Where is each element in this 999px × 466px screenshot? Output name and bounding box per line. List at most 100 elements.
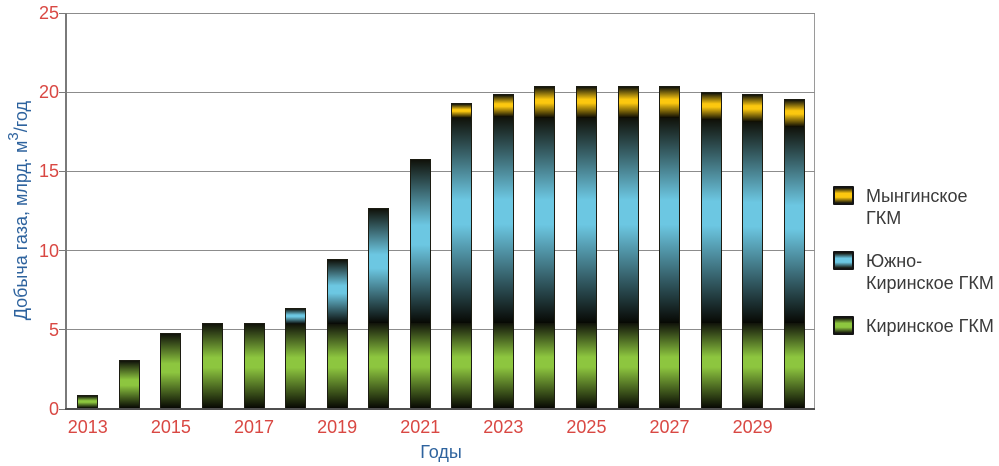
bar-segment-2029 [743,95,763,122]
gridline-y-20 [67,91,815,93]
y-tick-mark-5 [59,329,65,331]
bar-2024 [534,86,556,409]
bar-2019 [326,259,348,409]
y-tick-label-15: 15 [38,161,59,182]
legend-label: Киринское ГКМ [866,316,994,336]
bar-segment-2013 [78,396,98,408]
bar-segment-2023 [493,117,513,324]
bar-2028 [700,92,722,409]
bar-segment-2014 [119,361,139,408]
bar-segment-2019 [327,260,347,324]
y-axis-line [65,13,67,409]
bar-segment-2028 [701,93,721,120]
bar-segment-2023 [493,95,513,118]
legend: Мынгинское ГКМ Южно-Киринское ГКМ Киринс… [833,185,997,358]
bar-segment-2022 [452,104,472,119]
bar-segment-2018 [286,309,306,325]
x-tick-label-2013: 2013 [67,417,108,437]
bar-segment-2023 [493,323,513,408]
y-tick-mark-20 [59,91,65,93]
bar-segment-2029 [743,323,763,408]
bar-2021 [409,159,431,409]
bar-segment-2019 [327,323,347,408]
bar-segment-2018 [286,324,306,408]
bar-2020 [368,208,390,409]
bar-2016 [201,323,223,409]
legend-entry-kirinskoye: Киринское ГКМ [833,315,997,337]
x-axis-line [65,408,815,410]
y-tick-label-0: 0 [48,399,59,419]
bar-segment-2016 [202,324,222,408]
x-tick-label-2023: 2023 [483,417,524,437]
bar-segment-2025 [576,87,596,119]
x-tick-label-2021: 2021 [400,417,441,437]
x-tick-label-2017: 2017 [233,417,275,437]
x-tick-label-2029: 2029 [732,417,773,437]
bar-2017 [243,323,265,409]
x-tick-label-2015: 2015 [150,417,191,437]
gridline-y-10 [67,250,815,252]
bar-segment-2028 [701,322,721,408]
bar-2023 [492,94,514,409]
legend-label: Мынгинское ГКМ [866,186,968,228]
bar-2027 [659,86,681,409]
x-tick-label-2027: 2027 [649,417,690,437]
x-tick-label-2025: 2025 [566,417,607,437]
superscript-3: 3 [4,132,22,141]
bar-segment-2030 [784,323,804,408]
y-tick-label-10: 10 [38,240,59,261]
y-tick-mark-25 [59,12,65,14]
plot-right-border [814,13,815,409]
x-axis-title: Годы [420,442,462,462]
bar-2015 [160,333,182,409]
x-tick-label-2019: 2019 [317,417,358,437]
bar-segment-2025 [576,118,596,324]
bar-segment-2030 [784,126,804,324]
bar-segment-2021 [410,160,430,324]
legend-entry-myngin: Мынгинское ГКМ [833,185,997,229]
bar-segment-2026 [618,323,638,408]
bar-segment-2020 [369,209,389,324]
bar-segment-2028 [701,119,721,323]
bar-2018 [285,308,307,409]
legend-entry-yuzhno-kirinskoye: Южно-Киринское ГКМ [833,250,997,294]
y-tick-label-20: 20 [38,82,59,103]
y-axis-title-text: Добыча газа, млрд. м3/год [4,101,31,321]
bar-segment-2021 [410,323,430,408]
bar-2029 [742,94,764,409]
bar-segment-2024 [535,118,555,324]
bar-segment-2026 [618,87,638,119]
bar-segment-2020 [369,323,389,408]
bar-segment-2017 [244,324,264,408]
bar-2025 [575,86,597,409]
bar-2022 [451,103,473,409]
bar-2014 [118,360,140,409]
bar-segment-2027 [660,118,680,324]
bar-segment-2026 [618,118,638,324]
bar-segment-2030 [784,100,804,127]
y-tick-mark-15 [59,170,65,172]
legend-swatch-green [833,316,854,335]
y-tick-mark-10 [59,250,65,252]
bar-segment-2027 [660,87,680,119]
bar-segment-2027 [660,323,680,408]
y-tick-mark-0 [59,408,65,410]
legend-swatch-cyan [833,251,854,270]
bar-segment-2015 [161,334,181,408]
legend-label: Южно-Киринское ГКМ [866,251,994,293]
legend-swatch-yellow [833,186,854,205]
bar-2026 [617,86,639,409]
bar-segment-2024 [535,323,555,408]
bar-segment-2024 [535,87,555,119]
bar-segment-2022 [452,322,472,408]
gridline-y-25 [67,12,815,14]
bar-segment-2025 [576,323,596,408]
bar-segment-2022 [452,118,472,323]
bar-2013 [77,395,99,409]
bar-segment-2029 [743,121,763,324]
plot-area [65,12,815,410]
y-tick-label-25: 25 [38,3,59,23]
y-axis-title: Добыча газа, млрд. м3/год [2,13,34,409]
gridline-y-15 [67,170,815,172]
